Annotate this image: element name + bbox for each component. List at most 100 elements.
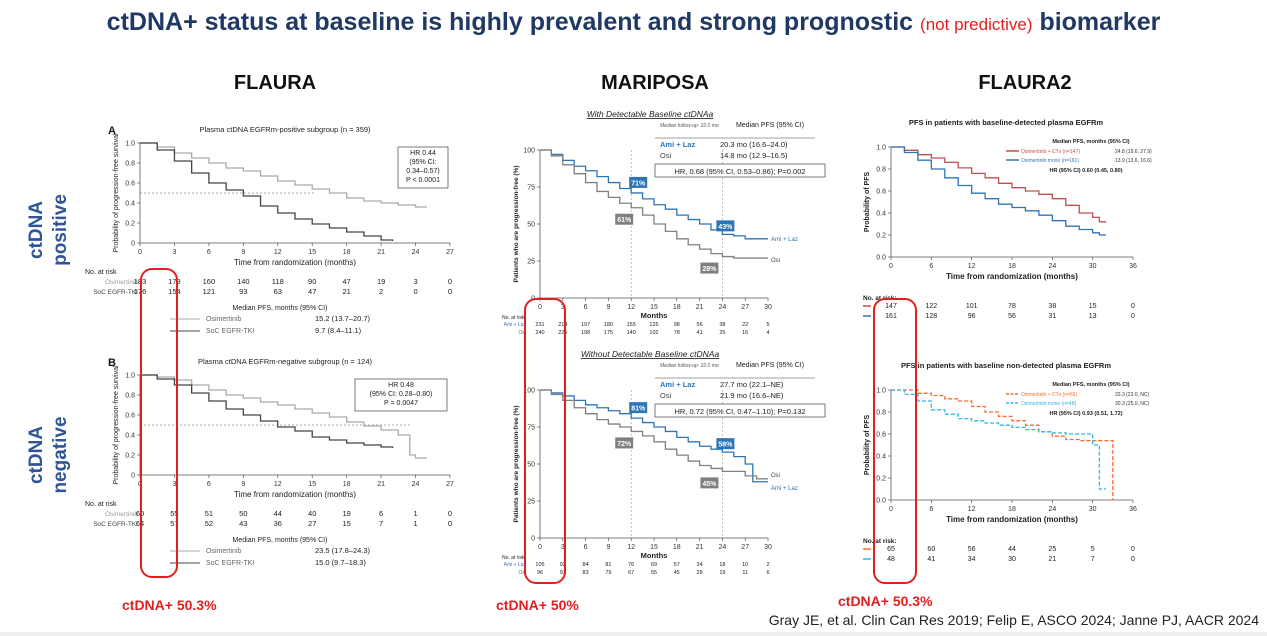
baseline-highlight-flaura2 [873, 298, 917, 584]
panel-letter: A [108, 125, 116, 137]
y-tick-label: 100 [523, 148, 535, 155]
landmark-box [716, 220, 735, 232]
risk-value: 44 [1008, 546, 1016, 553]
risk-value: 2 [379, 287, 383, 296]
x-tick-label: 27 [446, 481, 454, 488]
risk-value: 3 [413, 277, 417, 286]
risk-value: 5 [766, 322, 769, 328]
landmark-label: 28% [702, 266, 717, 273]
risk-value: 67 [628, 570, 634, 576]
landmark-box [615, 213, 634, 225]
x-tick-label: 6 [207, 249, 211, 256]
risk-table-label: No. at risk [85, 269, 117, 276]
risk-value: 19 [342, 509, 350, 518]
risk-value: 0 [1131, 303, 1135, 310]
chart-title: With Detectable Baseline ctDNAa [587, 109, 714, 119]
followup-note: Median follow-up: 22.0 mo [660, 363, 719, 369]
x-tick-label: 21 [377, 249, 385, 256]
risk-value: 214 [558, 322, 567, 328]
x-tick-label: 0 [538, 304, 542, 311]
risk-value: 175 [604, 330, 613, 336]
risk-value: 78 [1008, 303, 1016, 310]
x-tick-label: 24 [412, 481, 420, 488]
risk-value: 98 [674, 322, 680, 328]
risk-value: 15 [342, 519, 350, 528]
risk-value: 140 [237, 277, 250, 286]
risk-value: 19 [377, 277, 385, 286]
risk-value: 69 [651, 562, 657, 568]
x-tick-label: 30 [1089, 263, 1097, 270]
median-value: 15.0 (9.7–18.3) [315, 558, 366, 567]
legend-name: Osimertinib + CTx (n=65) [1021, 392, 1077, 398]
x-tick-label: 3 [561, 544, 565, 551]
median-header: Median PFS, months (95% CI) [1052, 139, 1129, 145]
risk-value: 57 [674, 562, 680, 568]
risk-value: 48 [887, 556, 895, 563]
x-tick-label: 30 [764, 544, 772, 551]
hr-box [354, 378, 448, 412]
y-tick-label: 1.0 [125, 373, 135, 380]
y-tick-label: 75 [527, 425, 535, 432]
landmark-label: 71% [631, 180, 646, 187]
hr-text: (95% CI: 0.28–0.80) [370, 391, 433, 398]
risk-value: 28 [697, 570, 703, 576]
y-tick-label: 0 [131, 473, 135, 480]
risk-value: 34 [968, 556, 976, 563]
page-title: ctDNA+ status at baseline is highly prev… [106, 8, 1161, 36]
median-header: Median PFS, months (95% CI) [233, 305, 328, 312]
legend-name: Osimertinib mono (n=161) [1021, 158, 1079, 164]
risk-value: 41 [927, 556, 935, 563]
risk-value: 10 [742, 562, 748, 568]
y-tick-label: 0.2 [876, 233, 886, 240]
x-tick-label: 18 [343, 481, 351, 488]
hr-text: HR 0.44 [410, 150, 436, 157]
table-row-name: Ami + Laz [660, 140, 695, 149]
y-axis-label: Patients who are progression-free (%) [513, 405, 520, 522]
y-tick-label: 0.2 [125, 453, 135, 460]
y-tick-label: 0.8 [876, 167, 886, 174]
risk-value: 198 [581, 330, 590, 336]
x-tick-label: 21 [696, 544, 704, 551]
legend-name: Osimertinib mono (n=48) [1021, 401, 1076, 407]
risk-value: 240 [535, 330, 544, 336]
risk-value: 83 [583, 570, 589, 576]
x-tick-label: 15 [308, 481, 316, 488]
mariposa-negative-chart: 0 3 6 9 12 15 18 21 24 27 300255075100MonthsPatien… [502, 349, 826, 576]
risk-value: 93 [239, 287, 247, 296]
median-value: 9.7 (8.4–11.1) [315, 326, 362, 335]
risk-table-label: No. at risk: [863, 538, 897, 545]
bottom-divider [0, 632, 1267, 636]
hr-text: HR, 0.72 (95% CI, 0.47–1.10); P=0.132 [674, 407, 805, 416]
y-tick-label: 0.4 [876, 211, 886, 218]
median-header: Median PFS, months (95% CI) [233, 537, 328, 544]
y-tick-label: 1.0 [876, 145, 886, 152]
risk-value: 38 [719, 322, 725, 328]
y-tick-label: 0.8 [125, 393, 135, 400]
y-tick-label: 0.4 [125, 433, 135, 440]
table-row-value: 14.8 mo (12.9–16.5) [720, 151, 788, 160]
risk-value: 96 [537, 570, 543, 576]
y-tick-label: 0.0 [876, 498, 886, 505]
median-col-header: Median PFS (95% CI) [736, 122, 804, 129]
risk-value: 7 [1091, 556, 1095, 563]
landmark-label: 81% [631, 406, 646, 413]
y-tick-label: 75 [527, 185, 535, 192]
risk-table-label: No. at risk [85, 501, 117, 508]
x-tick-label: 9 [606, 544, 610, 551]
table-row-value: 21.9 mo (16.6–NE) [720, 391, 784, 400]
y-tick-label: 0.2 [125, 221, 135, 228]
series-line-0 [140, 374, 428, 459]
risk-value: 63 [274, 287, 282, 296]
risk-value: 47 [308, 287, 316, 296]
y-tick-label: 0.0 [876, 255, 886, 262]
risk-row-name: SoC EGFR-TKI [93, 289, 138, 296]
risk-row-name: Osi [519, 330, 527, 336]
risk-value: 50 [239, 509, 247, 518]
risk-value: 147 [885, 303, 897, 310]
risk-value: 101 [966, 303, 978, 310]
risk-value: 225 [558, 330, 567, 336]
series-line-0 [540, 389, 768, 483]
landmark-label: 61% [617, 217, 632, 224]
landmark-box [700, 262, 719, 274]
risk-value: 0 [1131, 546, 1135, 553]
